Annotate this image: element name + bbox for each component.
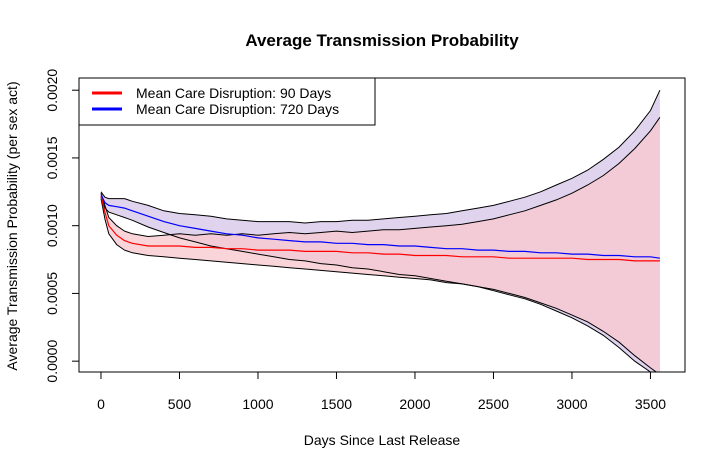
mean-line-720-days [100, 194, 660, 259]
lower-bound-line-720-days [100, 197, 653, 372]
y-axis-label: Average Transmission Probability (per se… [4, 81, 20, 370]
x-tick-label: 1500 [321, 396, 352, 412]
confidence-bands [101, 90, 660, 372]
x-tick-label: 3500 [635, 396, 666, 412]
y-axis: 0.0000 0.0005 0.0010 0.0015 0.0020 [44, 69, 80, 383]
x-axis: 0 500 1000 1500 2000 2500 3000 3500 [97, 371, 666, 412]
x-axis-label: Days Since Last Release [304, 432, 461, 448]
y-tick-label: 0.0020 [44, 69, 60, 112]
y-tick-label: 0.0005 [44, 272, 60, 315]
x-tick-label: 2000 [399, 396, 430, 412]
upper-bound-line-90-days [100, 117, 661, 238]
legend: Mean Care Disruption: 90 Days Mean Care … [78, 77, 376, 126]
x-tick-label: 500 [168, 396, 192, 412]
mean-line-90-days [100, 195, 660, 262]
upper-bound-line-720-days [100, 89, 661, 224]
legend-label-720-days: Mean Care Disruption: 720 Days [136, 101, 339, 117]
lower-bound-line-90-days [100, 198, 658, 372]
x-tick-label: 3000 [556, 396, 587, 412]
series-lines [100, 89, 661, 372]
y-tick-label: 0.0015 [44, 136, 60, 179]
y-tick-label: 0.0000 [44, 340, 60, 383]
legend-label-90-days: Mean Care Disruption: 90 Days [136, 85, 331, 101]
chart-title: Average Transmission Probability [245, 31, 519, 50]
x-tick-label: 2500 [478, 396, 509, 412]
x-tick-label: 1000 [242, 396, 273, 412]
legend-box [78, 77, 376, 126]
x-tick-label: 0 [97, 396, 105, 412]
y-tick-label: 0.0010 [44, 204, 60, 247]
